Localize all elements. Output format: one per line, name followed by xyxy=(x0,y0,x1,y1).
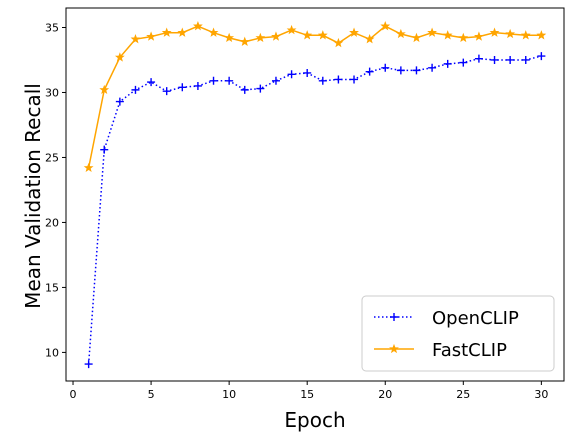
series-fastclip xyxy=(83,21,547,173)
data-point-openclip xyxy=(521,55,530,64)
data-point-fastclip xyxy=(505,28,516,39)
data-point-fastclip xyxy=(271,31,281,41)
x-tick-label: 30 xyxy=(534,388,548,401)
data-point-fastclip xyxy=(333,37,344,48)
data-point-fastclip xyxy=(458,32,469,43)
data-point-openclip xyxy=(350,75,359,84)
data-point-fastclip xyxy=(239,36,250,46)
data-point-openclip xyxy=(396,66,405,75)
data-point-openclip xyxy=(412,66,421,75)
data-point-openclip xyxy=(256,84,265,93)
data-point-openclip xyxy=(193,81,202,90)
legend-marker-fastclip xyxy=(389,343,399,354)
y-tick-label: 10 xyxy=(45,346,59,359)
data-point-fastclip xyxy=(520,30,531,40)
data-point-openclip xyxy=(365,67,374,76)
data-point-openclip xyxy=(334,75,343,84)
data-point-openclip xyxy=(381,63,390,72)
data-point-openclip xyxy=(240,85,249,94)
x-tick-label: 20 xyxy=(378,388,392,401)
data-point-openclip xyxy=(537,52,546,61)
data-point-fastclip xyxy=(130,34,141,44)
data-point-openclip xyxy=(271,76,280,85)
data-point-openclip xyxy=(162,87,171,96)
x-tick-label: 25 xyxy=(456,388,470,401)
data-point-openclip xyxy=(84,360,93,369)
x-tick-label: 5 xyxy=(148,388,155,401)
legend-label-openclip: OpenCLIP xyxy=(432,308,519,329)
data-point-fastclip xyxy=(302,30,313,40)
y-tick-label: 20 xyxy=(45,216,59,229)
x-tick-label: 0 xyxy=(70,388,77,401)
axes-frame xyxy=(65,7,565,382)
y-tick-label: 35 xyxy=(45,21,59,34)
data-point-fastclip xyxy=(177,27,188,37)
data-point-fastclip xyxy=(380,21,391,31)
data-point-fastclip xyxy=(208,27,219,37)
data-point-fastclip xyxy=(349,27,359,37)
data-point-fastclip xyxy=(255,32,266,43)
data-point-fastclip xyxy=(286,24,297,35)
data-point-openclip xyxy=(318,76,327,85)
data-point-openclip xyxy=(178,83,187,92)
data-point-openclip xyxy=(459,58,468,67)
data-point-fastclip xyxy=(83,162,94,173)
data-point-fastclip xyxy=(536,30,547,40)
data-point-fastclip xyxy=(114,52,125,62)
data-point-fastclip xyxy=(411,32,422,43)
data-point-openclip xyxy=(225,76,234,85)
series-layer xyxy=(83,21,547,369)
y-tick-label: 30 xyxy=(45,86,59,99)
data-point-openclip xyxy=(474,54,483,63)
legend-label-fastclip: FastCLIP xyxy=(432,340,507,361)
data-point-openclip xyxy=(443,59,452,68)
x-tick-label: 10 xyxy=(222,388,236,401)
data-point-fastclip xyxy=(193,21,203,31)
data-point-openclip xyxy=(115,97,124,106)
x-axis-label: Epoch xyxy=(284,408,345,432)
data-point-fastclip xyxy=(489,27,500,37)
data-point-openclip xyxy=(147,78,156,87)
data-point-openclip xyxy=(100,145,109,154)
x-tick-label: 15 xyxy=(300,388,314,401)
data-point-fastclip xyxy=(442,30,453,40)
data-point-fastclip xyxy=(99,84,110,95)
y-axis-label: Mean Validation Recall xyxy=(21,83,45,309)
series-openclip xyxy=(84,52,546,369)
data-point-fastclip xyxy=(364,34,375,44)
data-point-fastclip xyxy=(427,27,437,37)
data-point-fastclip xyxy=(161,27,172,37)
legend-item-fastclip: FastCLIP xyxy=(374,340,507,361)
data-point-fastclip xyxy=(317,30,328,40)
data-point-openclip xyxy=(287,70,296,79)
legend: OpenCLIP FastCLIP xyxy=(361,295,555,372)
data-point-fastclip xyxy=(224,32,235,43)
data-point-openclip xyxy=(490,55,499,64)
data-point-fastclip xyxy=(395,28,406,39)
y-tick-label: 25 xyxy=(45,151,59,164)
data-point-fastclip xyxy=(474,31,484,41)
legend-marker-openclip xyxy=(390,313,398,321)
legend-item-openclip: OpenCLIP xyxy=(374,308,519,329)
legend-box xyxy=(361,295,555,372)
axes-layer: 0 5 10 15 20 25 30 10 15 20 25 30 35 xyxy=(45,7,565,401)
y-tick-label: 15 xyxy=(45,281,59,294)
data-point-openclip xyxy=(131,85,140,94)
data-point-fastclip xyxy=(146,31,156,41)
data-point-openclip xyxy=(303,68,312,77)
data-point-openclip xyxy=(428,63,437,72)
data-point-openclip xyxy=(209,76,218,85)
data-point-openclip xyxy=(506,55,515,64)
